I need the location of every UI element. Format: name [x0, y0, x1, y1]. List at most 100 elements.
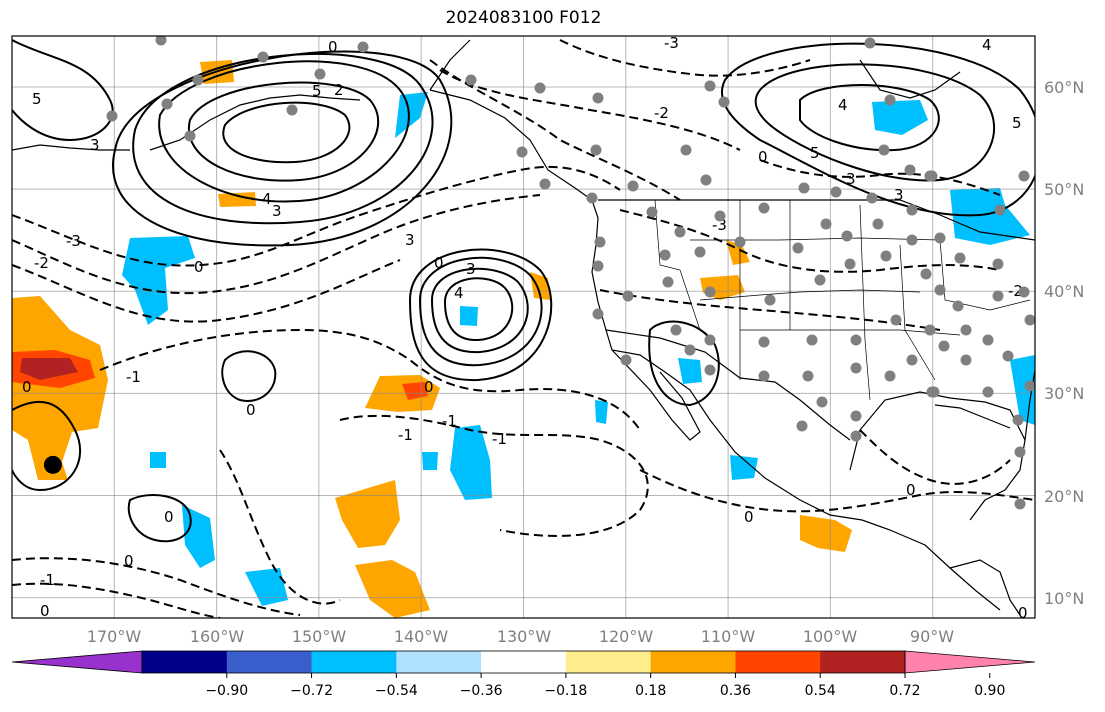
contour-label: 4: [454, 284, 464, 302]
black-marker-dot: [43, 455, 62, 474]
colorbar-tick-label: −0.72: [290, 683, 333, 699]
dashed-contour-12: [12, 582, 221, 618]
contour-label: 0: [22, 378, 32, 396]
station-dot: [806, 334, 818, 346]
state-border-1: [654, 199, 701, 331]
contour-label: 3: [846, 170, 856, 188]
station-dot: [622, 290, 634, 302]
station-dot: [798, 182, 810, 194]
contour-label: 5: [810, 144, 820, 162]
x-tick-label: 110°W: [701, 627, 756, 646]
station-dot: [820, 218, 832, 230]
colorbar-tick-label: 0.54: [805, 683, 836, 699]
colorbar-extend-high: [904, 650, 1036, 674]
dashed-contour-15: [859, 429, 1011, 485]
station-dot: [704, 286, 716, 298]
station-dots: [106, 36, 1035, 510]
shade-cyan-14: [422, 452, 438, 470]
station-dot: [850, 362, 862, 374]
station-dot: [704, 80, 716, 92]
station-dot: [534, 82, 546, 94]
contour-label: 5: [32, 90, 42, 108]
contour-label: 0: [744, 508, 754, 526]
station-dot: [934, 284, 946, 296]
y-axis-ticks: 60°N 50°N 40°N 30°N 20°N 10°N: [1044, 78, 1084, 608]
station-dot: [880, 250, 892, 262]
dashed-contour-14: [639, 469, 1035, 513]
station-dot: [960, 324, 972, 336]
station-dot: [590, 144, 602, 156]
shade-cyan-7: [730, 455, 758, 480]
contour-label: 4: [262, 190, 272, 208]
contour-label: 0: [194, 258, 204, 276]
station-dot: [659, 249, 671, 261]
us-mexico-border: [605, 329, 851, 441]
station-dot: [286, 104, 298, 116]
contour-cutoff-3: [443, 277, 514, 342]
state-border-8: [899, 244, 936, 381]
colorbar-bin: [735, 651, 821, 673]
station-dot: [106, 110, 118, 122]
station-dot: [982, 386, 994, 398]
station-dot: [884, 370, 896, 382]
contour-label: 0: [124, 552, 134, 570]
station-dot: [704, 364, 716, 376]
contour-label: -2: [1008, 282, 1023, 300]
contour-label: 4: [982, 36, 992, 54]
east-coast: [1024, 369, 1035, 441]
contour-label: 5: [312, 82, 322, 100]
contour-label: -3: [664, 34, 679, 52]
station-dot: [992, 290, 1004, 302]
station-dot: [516, 146, 528, 158]
contour-northeast-2: [754, 63, 996, 182]
shade-south-orange: [355, 560, 430, 618]
dashed-contour-2: [12, 194, 541, 295]
contour-cutoff-4: [408, 248, 553, 382]
station-dot: [866, 192, 878, 204]
x-tick-label: 120°W: [599, 627, 654, 646]
y-tick-label: 50°N: [1044, 180, 1084, 199]
station-dot: [764, 294, 776, 306]
shade-cyan-10: [595, 400, 608, 424]
colorbar-bin: [396, 651, 482, 673]
dashed-contour-5: [339, 414, 649, 537]
contour-cutoff-1: [418, 256, 543, 367]
station-dot: [872, 218, 884, 230]
colorbar-bin: [142, 651, 228, 673]
station-dot: [960, 354, 972, 366]
colorbar-tick-label: −0.54: [375, 683, 418, 699]
station-dot: [796, 420, 808, 432]
dashed-contour-7: [439, 69, 741, 151]
canada-coast: [429, 39, 471, 91]
station-dot: [586, 192, 598, 204]
station-dot: [938, 340, 950, 352]
contour-low-aleutian-4: [132, 53, 434, 225]
dashed-contour-11: [12, 557, 301, 616]
station-dot: [714, 210, 726, 222]
dashed-contour-6: [429, 59, 681, 201]
contour-label: 3: [405, 231, 415, 249]
shade-west-darkred: [20, 358, 78, 380]
station-dot: [592, 92, 604, 104]
station-dot: [646, 206, 658, 218]
station-dot: [920, 268, 932, 280]
y-tick-label: 20°N: [1044, 487, 1084, 506]
station-dot: [694, 246, 706, 258]
baja-california: [611, 349, 701, 441]
colorbar-bin: [565, 651, 652, 673]
shade-cyan-12: [395, 92, 428, 138]
contour-label: -1: [442, 412, 457, 430]
x-tick-label: 90°W: [910, 627, 954, 646]
station-dot: [926, 170, 938, 182]
shade-cyan-6: [950, 188, 1030, 245]
shade-cyan-13: [150, 452, 166, 468]
station-dot: [982, 334, 994, 346]
station-dot: [620, 354, 632, 366]
station-dot: [934, 232, 946, 244]
station-dot: [844, 258, 856, 270]
map-frame: [11, 35, 1036, 619]
central-america: [949, 559, 1021, 616]
station-dot: [1018, 286, 1030, 298]
contour-label: 5: [1012, 114, 1022, 132]
contour-label: 0: [164, 508, 174, 526]
